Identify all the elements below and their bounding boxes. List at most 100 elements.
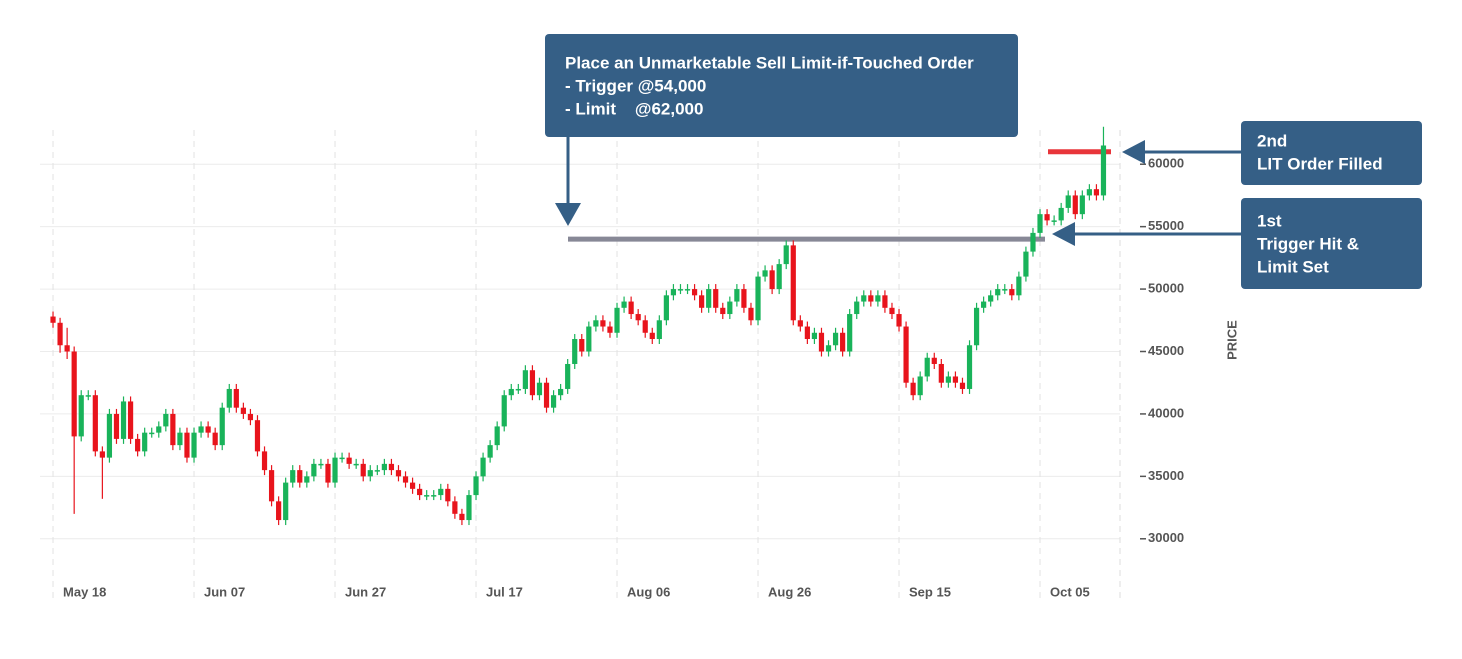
candle-body <box>142 432 148 452</box>
candle-body <box>959 382 966 389</box>
candle-body <box>797 320 803 327</box>
candle-body <box>1100 145 1107 196</box>
candle-body <box>473 476 479 496</box>
x-tick-label: Aug 26 <box>768 584 811 599</box>
arrow-head <box>1052 222 1075 246</box>
grid: 30000 35000 40000 45000 50000 55000 60000 May 1… <box>40 130 1184 600</box>
candle-body <box>360 463 366 477</box>
candle-body <box>875 295 881 302</box>
candle-body <box>783 245 789 265</box>
candle-body <box>409 482 416 489</box>
candle-body <box>642 320 648 333</box>
candle-body <box>283 482 289 521</box>
candle-body <box>741 289 747 308</box>
candle-body <box>790 245 796 321</box>
candle-body <box>64 345 70 352</box>
y-tick-label: 35000 <box>1148 468 1184 483</box>
candle-body <box>720 307 726 315</box>
candle-body <box>910 382 916 396</box>
candle-body <box>889 307 895 315</box>
candle-body <box>1058 207 1064 221</box>
candle-body <box>755 276 761 321</box>
candle-body <box>254 420 261 452</box>
candle-body <box>635 314 641 321</box>
arrow-head <box>1122 140 1145 164</box>
candle-body <box>353 463 359 466</box>
candle-body <box>1009 289 1015 296</box>
candle-body <box>966 345 973 389</box>
candle-body <box>558 388 564 396</box>
candle-body <box>854 301 860 315</box>
order-callout: Place an Unmarketable Sell Limit-if-Touc… <box>545 34 1018 226</box>
candle-body <box>219 407 225 446</box>
candle-body <box>226 388 232 408</box>
callout-text: 1st <box>1257 211 1282 230</box>
candle-body <box>769 270 775 290</box>
candle-body <box>670 289 677 296</box>
candle-body <box>339 457 345 460</box>
candle-body <box>938 363 944 383</box>
candle-body <box>268 470 275 502</box>
callout-text: - Limit @62,000 <box>565 99 703 118</box>
candle-body <box>374 470 380 472</box>
candle-body <box>417 488 423 496</box>
candle-body <box>861 295 867 302</box>
candle-body <box>995 289 1001 296</box>
candle-body <box>621 301 627 308</box>
candle-body <box>522 370 528 389</box>
candle-body <box>304 476 310 483</box>
candle-body <box>818 332 825 352</box>
candle-body <box>896 314 902 327</box>
candle-body <box>508 388 514 396</box>
candle-body <box>952 376 959 383</box>
x-tick-label: Sep 15 <box>909 584 951 599</box>
candle-body <box>981 301 987 308</box>
candle-body <box>297 470 303 483</box>
callout-text: Limit Set <box>1257 257 1329 276</box>
candle-body <box>536 382 543 396</box>
candle-body <box>247 413 254 421</box>
candle-body <box>332 457 338 483</box>
candle-body <box>713 289 719 308</box>
candle-body <box>776 264 782 290</box>
candle-body <box>607 326 613 333</box>
candle-body <box>113 413 120 439</box>
candle-body <box>931 357 937 364</box>
candle-body <box>1002 289 1008 291</box>
x-tick-label: Jul 17 <box>486 584 523 599</box>
callout-box <box>545 34 1018 137</box>
candle-body <box>71 351 77 437</box>
candle-body <box>177 432 183 446</box>
candle-body <box>276 501 282 521</box>
callout-box <box>1241 198 1422 289</box>
candle-body <box>1072 195 1078 215</box>
callout-text: - Trigger @54,000 <box>565 76 706 95</box>
candle-body <box>868 295 874 302</box>
candle-body <box>811 332 818 340</box>
candle-body <box>205 426 211 433</box>
candle-body <box>762 270 768 277</box>
candle-body <box>198 426 204 433</box>
candle-body <box>586 326 592 352</box>
candle-body <box>515 388 521 391</box>
candle-body <box>973 307 980 346</box>
candle-body <box>579 339 585 352</box>
candle-body <box>734 289 740 302</box>
candle-body <box>431 495 437 497</box>
callout-text: Place an Unmarketable Sell Limit-if-Touc… <box>565 53 974 72</box>
candle-body <box>346 457 352 464</box>
x-tick-label: Oct 05 <box>1050 584 1090 599</box>
candle-body <box>445 488 451 502</box>
candle-body <box>191 432 197 458</box>
candle-body <box>480 457 486 477</box>
candle-body <box>1016 276 1022 296</box>
candle-body <box>543 382 550 408</box>
y-tick-label: 30000 <box>1148 530 1184 545</box>
candle-body <box>120 401 127 439</box>
candle-body <box>311 463 317 477</box>
candle-body <box>529 370 536 396</box>
candle-body <box>550 395 557 408</box>
candle-body <box>565 363 571 389</box>
candle-body <box>1093 189 1100 196</box>
candle-body <box>438 488 444 496</box>
